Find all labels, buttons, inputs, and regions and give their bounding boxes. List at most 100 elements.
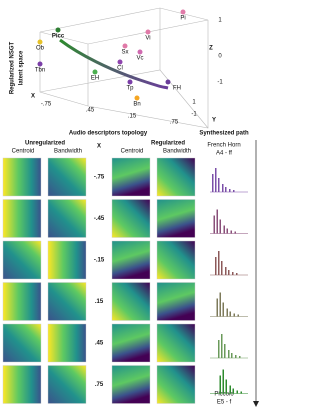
spectrum-peak xyxy=(224,344,226,358)
spectrum-peak xyxy=(219,219,221,234)
spectrum-peak xyxy=(229,311,231,317)
spectrum-peak xyxy=(240,391,242,394)
heatmap xyxy=(2,323,42,363)
spectrum-peak xyxy=(225,379,227,394)
z-tick: -1 xyxy=(217,80,223,86)
heatmap xyxy=(156,323,196,363)
arrow-head xyxy=(253,401,259,407)
instrument-label: Tbn xyxy=(35,68,45,74)
y-tick: 1 xyxy=(192,100,196,106)
spectrum-peak xyxy=(215,168,217,192)
spectrum-peak xyxy=(232,272,234,275)
heatmap xyxy=(47,157,87,197)
spectrum-peak xyxy=(226,308,228,317)
latent-box xyxy=(39,7,209,129)
spectrum-peak xyxy=(231,353,233,358)
row-label: -.15 xyxy=(94,258,105,264)
group-label: Unregularized xyxy=(25,141,65,147)
spectrum-peak xyxy=(239,356,241,358)
heatmap xyxy=(2,240,42,280)
x-tick: .75 xyxy=(170,120,179,126)
spectrum-peak xyxy=(237,314,239,317)
instrument-label: Sx xyxy=(121,50,128,56)
axis-label: Z xyxy=(209,46,213,52)
spectrum-peak xyxy=(232,388,234,394)
spectrum-peak xyxy=(223,225,225,234)
heatmap xyxy=(47,282,87,321)
spectrum-peak xyxy=(213,215,215,234)
column-label: Centroid xyxy=(12,149,35,155)
instrument-label: Pi xyxy=(180,16,185,22)
heatmap xyxy=(111,323,151,363)
x-tick: .45 xyxy=(86,108,95,114)
instrument-point xyxy=(145,29,151,35)
spectrum-peak xyxy=(226,228,228,234)
spectrum-peak xyxy=(218,251,220,275)
instrument-label: Tp xyxy=(126,86,134,92)
instrument-label: Picc xyxy=(52,34,65,40)
instrument-label: Cl xyxy=(117,66,123,72)
instrument-point xyxy=(180,9,186,15)
heatmap xyxy=(47,240,87,280)
instrument-point xyxy=(37,39,43,45)
figure: Regularized NSGT latent space Picc Ob Vi Pi Sx… xyxy=(2,7,259,407)
instrument-point xyxy=(122,43,128,49)
x-tick: -.75 xyxy=(41,102,52,108)
y-tick: -1 xyxy=(191,112,197,118)
instrument-point xyxy=(137,49,143,55)
instrument-label: EH xyxy=(91,76,99,82)
heatmap xyxy=(111,157,151,197)
instrument-label: Vc xyxy=(136,56,143,62)
spectrum-peak xyxy=(221,334,223,358)
row-label: .15 xyxy=(95,299,104,305)
spectrum-peak xyxy=(216,298,218,317)
heatmap xyxy=(2,282,42,321)
spectrum-peak xyxy=(219,292,221,317)
z-tick: 1 xyxy=(218,18,222,24)
instrument-label: Ob xyxy=(36,46,45,52)
spectrum-peak xyxy=(236,273,238,275)
spectrum-peak xyxy=(212,174,214,192)
spectrum-peak xyxy=(229,189,231,192)
side-label: Regularized NSGT xyxy=(10,41,16,94)
instrument-label: FH xyxy=(173,86,181,92)
row-label: -.75 xyxy=(94,175,105,181)
heatmap xyxy=(111,240,151,280)
column-label: Bandwidth xyxy=(163,149,191,155)
heatmap xyxy=(47,199,87,238)
heatmap xyxy=(156,157,196,197)
instrument-point xyxy=(165,79,171,85)
spectrum-peak xyxy=(233,313,235,317)
spectrum-peak xyxy=(230,230,232,234)
path-start: French Horn xyxy=(207,143,240,149)
instrument-label: Bn xyxy=(133,102,140,108)
section-title: Audio descriptors topology xyxy=(69,131,148,137)
spectrum-peak xyxy=(216,209,218,234)
path-start: A4 - ff xyxy=(216,151,232,157)
instrument-point xyxy=(37,61,43,67)
heatmap xyxy=(111,282,151,321)
instrument-point xyxy=(117,59,123,65)
spectrum-peak xyxy=(221,261,223,275)
spectrum-peak xyxy=(236,390,238,394)
heatmap xyxy=(47,365,87,404)
spectrum-peak xyxy=(222,369,224,394)
x-tick: .15 xyxy=(128,114,137,120)
heatmap xyxy=(2,199,42,238)
spectrum-peak xyxy=(235,355,237,358)
row-label: .75 xyxy=(95,382,104,388)
heatmap xyxy=(156,240,196,280)
heatmap xyxy=(2,365,42,404)
axis-label: Y xyxy=(212,118,216,124)
spectrum-peak xyxy=(222,184,224,192)
column-label: Centroid xyxy=(121,149,144,155)
heatmap xyxy=(111,199,151,238)
spectrum-peak xyxy=(233,190,235,192)
spectrum-peak xyxy=(225,187,227,192)
spectrum-peak xyxy=(215,257,217,275)
heatmap xyxy=(156,282,196,321)
section-title: Synthesized path xyxy=(199,131,249,137)
spectrum-peak xyxy=(229,385,231,394)
row-label: -.45 xyxy=(94,216,105,222)
heatmap xyxy=(47,323,87,363)
